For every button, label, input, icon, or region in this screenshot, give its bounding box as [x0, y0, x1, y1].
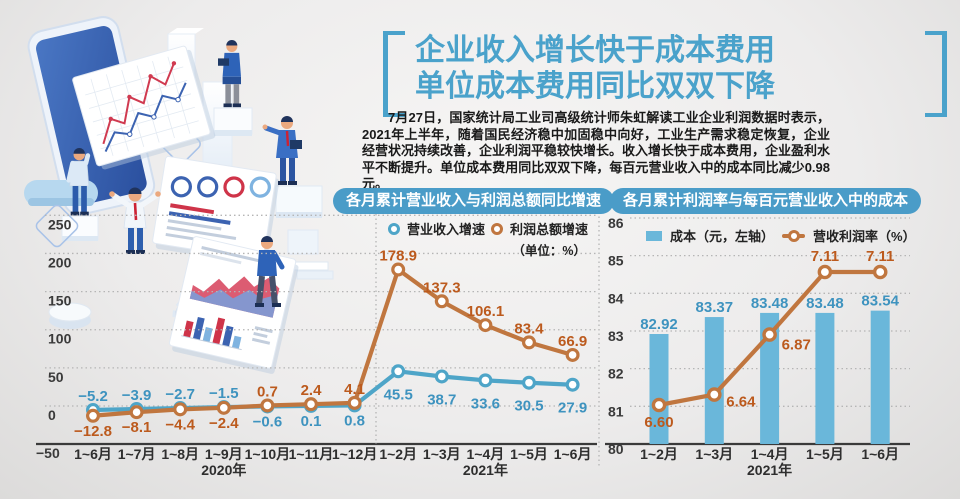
svg-text:7.11: 7.11 — [866, 248, 894, 265]
left-chart-legend: 营业收入增速 利润总额增速 （单位：%） — [388, 219, 588, 259]
svg-text:−5.2: −5.2 — [78, 388, 108, 405]
left-chart-title-banner: 各月累计营业收入与利润总额同比增速 — [333, 188, 615, 214]
svg-text:85: 85 — [608, 253, 624, 269]
legend-label-cost: 成本（元，左轴） — [670, 229, 775, 244]
svg-text:137.3: 137.3 — [423, 279, 461, 296]
revenue-growth-line-marker-icon — [388, 222, 401, 235]
svg-text:−1.5: −1.5 — [209, 385, 239, 402]
profit-rate-line-marker-icon — [782, 229, 806, 242]
svg-text:1~3月: 1~3月 — [695, 446, 733, 462]
person-figure-man-pointing — [262, 116, 302, 185]
svg-text:1~2月: 1~2月 — [379, 446, 417, 462]
svg-text:1~8月: 1~8月 — [161, 446, 199, 462]
svg-text:−4.4: −4.4 — [165, 416, 195, 433]
svg-text:−50: −50 — [36, 445, 60, 461]
svg-text:1~12月: 1~12月 — [332, 446, 378, 462]
svg-text:45.5: 45.5 — [384, 386, 413, 403]
svg-text:6.87: 6.87 — [782, 337, 811, 354]
title-bracket-right-icon — [925, 31, 947, 117]
svg-text:−12.8: −12.8 — [74, 423, 112, 440]
unit-note: （单位：%） — [512, 244, 586, 258]
svg-text:1~6月: 1~6月 — [74, 446, 112, 462]
svg-text:83.37: 83.37 — [696, 299, 734, 316]
svg-text:1~2月: 1~2月 — [640, 446, 678, 462]
svg-text:1~5月: 1~5月 — [806, 446, 844, 462]
person-figure-man-left — [66, 148, 91, 216]
svg-text:1~6月: 1~6月 — [861, 446, 899, 462]
profit-growth-line-marker-icon — [491, 222, 504, 235]
right-chart-title-banner: 各月累计利润率与每百元营业收入中的成本 — [610, 188, 922, 214]
svg-text:0.7: 0.7 — [257, 383, 278, 400]
svg-text:150: 150 — [48, 293, 72, 309]
legend-label-revenue-growth: 营业收入增速 — [406, 222, 485, 237]
svg-text:1~3月: 1~3月 — [423, 446, 461, 462]
cost-bar-marker-icon — [646, 230, 662, 241]
title-line-2: 单位成本费用同比双双下降 — [415, 70, 775, 103]
svg-text:6.60: 6.60 — [644, 414, 673, 431]
svg-text:1~7月: 1~7月 — [118, 446, 156, 462]
svg-text:−2.7: −2.7 — [165, 386, 195, 403]
title-bracket-left-icon — [383, 31, 405, 117]
svg-text:81: 81 — [608, 403, 624, 419]
svg-text:100: 100 — [48, 331, 72, 347]
svg-text:1~10月: 1~10月 — [245, 446, 291, 462]
legend-label-profit-growth: 利润总额增速 — [509, 222, 588, 237]
svg-text:30.5: 30.5 — [514, 398, 543, 415]
svg-text:83.4: 83.4 — [514, 320, 544, 337]
svg-text:−2.4: −2.4 — [209, 415, 239, 432]
article-paragraph: 7月27日，国家统计局工业司高级统计师朱虹解读工业企业利润数据时表示，2021年… — [362, 110, 831, 192]
article-body: 7月27日，国家统计局工业司高级统计师朱虹解读工业企业利润数据时表示，2021年… — [362, 110, 830, 193]
svg-text:6.64: 6.64 — [726, 394, 756, 411]
svg-text:80: 80 — [608, 441, 624, 457]
svg-text:2.4: 2.4 — [301, 382, 323, 399]
svg-text:4.1: 4.1 — [344, 381, 365, 398]
svg-text:83: 83 — [608, 328, 624, 344]
svg-text:−8.1: −8.1 — [122, 419, 152, 436]
svg-text:84: 84 — [608, 290, 624, 306]
person-figure-woman-walking — [255, 236, 285, 307]
svg-text:83.48: 83.48 — [751, 295, 789, 312]
svg-text:1~4月: 1~4月 — [751, 446, 789, 462]
svg-text:1~6月: 1~6月 — [554, 446, 592, 462]
svg-text:1~11月: 1~11月 — [289, 446, 334, 462]
svg-text:2021年: 2021年 — [747, 462, 792, 478]
svg-text:38.7: 38.7 — [427, 391, 456, 408]
svg-text:82: 82 — [608, 366, 624, 382]
svg-text:83.54: 83.54 — [861, 293, 899, 310]
svg-text:83.48: 83.48 — [806, 295, 844, 312]
svg-text:1~5月: 1~5月 — [510, 446, 548, 462]
svg-text:1~9月: 1~9月 — [205, 446, 243, 462]
svg-text:200: 200 — [48, 254, 72, 270]
svg-text:86: 86 — [608, 215, 624, 231]
svg-text:178.9: 178.9 — [379, 248, 417, 265]
svg-text:33.6: 33.6 — [471, 395, 500, 412]
svg-text:−3.9: −3.9 — [122, 387, 152, 404]
svg-text:250: 250 — [48, 216, 72, 232]
svg-text:2021年: 2021年 — [463, 462, 508, 478]
page-title: 企业收入增长快于成本费用 单位成本费用同比双双下降 — [412, 33, 778, 105]
svg-text:0: 0 — [48, 407, 56, 423]
title-line-1: 企业收入增长快于成本费用 — [415, 34, 775, 67]
svg-text:7.11: 7.11 — [811, 248, 839, 265]
svg-text:0.1: 0.1 — [301, 413, 322, 430]
legend-label-profit-rate: 营收利润率（%） — [813, 229, 916, 244]
svg-text:66.9: 66.9 — [558, 333, 587, 350]
svg-text:82.92: 82.92 — [640, 316, 678, 333]
svg-text:27.9: 27.9 — [558, 400, 587, 417]
person-figure-woman-tablet — [218, 40, 241, 108]
right-chart-legend: 成本（元，左轴） 营收利润率（%） — [646, 226, 916, 245]
svg-text:50: 50 — [48, 369, 64, 385]
svg-text:−0.6: −0.6 — [253, 413, 283, 430]
svg-text:1~4月: 1~4月 — [467, 446, 505, 462]
svg-text:2020年: 2020年 — [201, 462, 246, 478]
person-figure-man-arms-out — [109, 187, 161, 254]
svg-text:0.8: 0.8 — [344, 412, 365, 429]
svg-text:106.1: 106.1 — [467, 303, 505, 320]
isometric-illustration — [24, 16, 334, 374]
